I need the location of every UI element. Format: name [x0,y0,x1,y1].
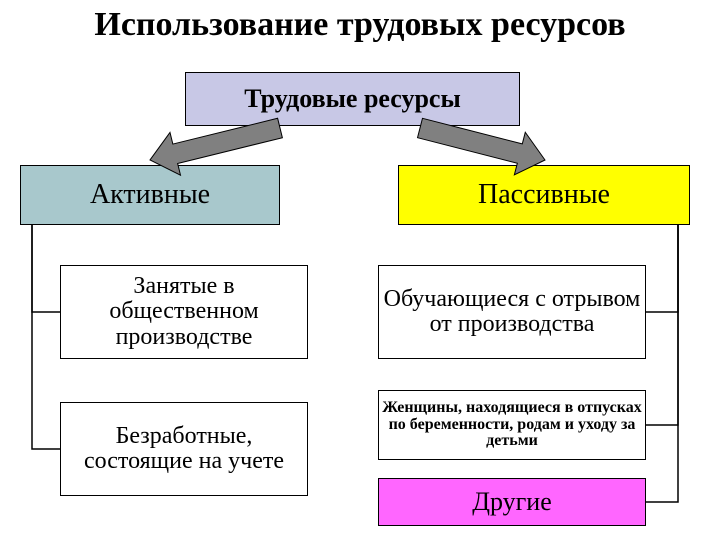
node-active-label: Активные [90,180,210,209]
node-p2-label: Женщины, находящиеся в отпусках по берем… [379,400,645,450]
node-p3-label: Другие [472,488,552,515]
node-root-label: Трудовые ресурсы [244,85,461,112]
node-active: Активные [20,165,280,225]
node-passive-child-1: Обучающиеся с отрывом от производства [378,265,646,359]
node-a1-label: Занятые в общественном производстве [61,274,307,350]
node-a2-label: Безработные, состоящие на учете [61,424,307,474]
connector [32,225,60,312]
page-title: Использование трудовых ресурсов [0,6,720,44]
connector [646,225,678,502]
node-active-child-1: Занятые в общественном производстве [60,265,308,359]
node-p1-label: Обучающиеся с отрывом от производства [379,287,645,337]
node-root: Трудовые ресурсы [185,72,520,126]
node-active-child-2: Безработные, состоящие на учете [60,402,308,496]
node-passive-child-2: Женщины, находящиеся в отпусках по берем… [378,390,646,460]
connector [646,225,678,312]
node-passive: Пассивные [398,165,690,225]
connector [646,225,678,425]
node-passive-child-3: Другие [378,478,646,526]
connector [32,225,60,449]
node-passive-label: Пассивные [478,180,610,209]
